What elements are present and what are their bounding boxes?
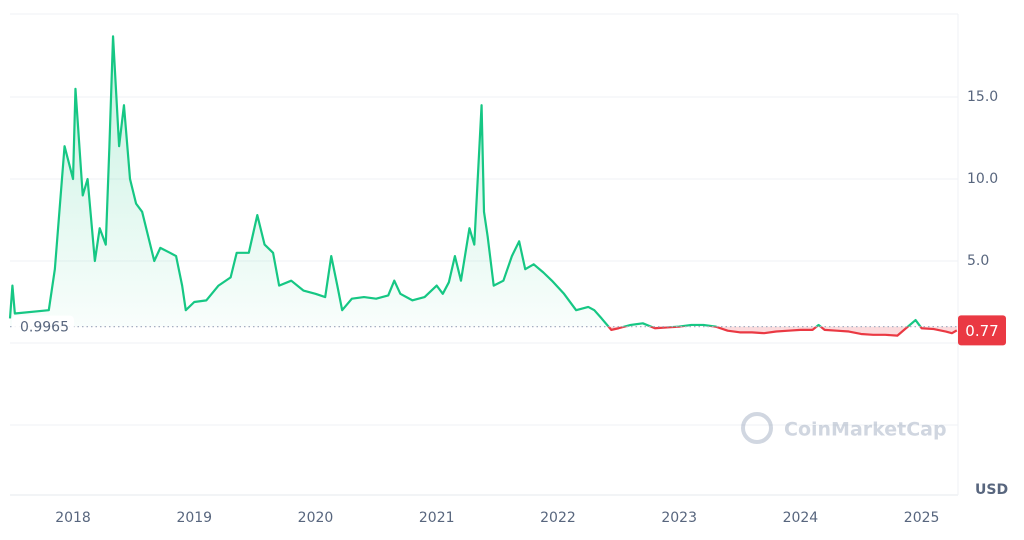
- watermark-text: CoinMarketCap: [784, 419, 947, 441]
- x-tick-label: 2023: [661, 510, 697, 526]
- area-up: [10, 36, 957, 327]
- y-tick-label: 10.0: [967, 171, 998, 187]
- y-tick-label: 15.0: [967, 89, 998, 105]
- x-tick-label: 2020: [298, 510, 334, 526]
- baseline-label-bg: [12, 315, 74, 338]
- current-price-label: 0.77: [965, 322, 998, 340]
- baseline-label: 0.9965: [20, 320, 69, 336]
- x-tick-label: 2019: [176, 510, 212, 526]
- x-tick-label: 2021: [419, 510, 455, 526]
- current-price-box: [958, 315, 1006, 346]
- watermark-logo: [741, 412, 773, 444]
- watermark: CoinMarketCap: [741, 412, 947, 444]
- line-up: [8, 35, 922, 327]
- currency-label: USD: [975, 482, 1008, 498]
- area-down: [608, 326, 957, 336]
- x-tick-label: 2025: [904, 510, 940, 526]
- x-tick-label: 2022: [540, 510, 576, 526]
- line-down: [607, 326, 958, 337]
- x-tick-label: 2018: [55, 510, 91, 526]
- x-tick-label: 2024: [783, 510, 819, 526]
- y-tick-label: 5.0: [967, 253, 989, 269]
